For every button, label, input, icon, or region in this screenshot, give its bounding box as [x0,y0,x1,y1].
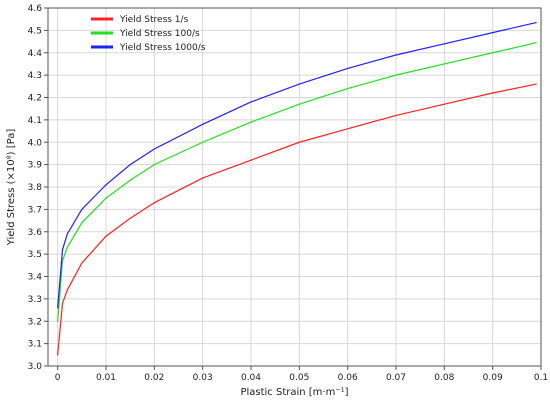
data-point [250,159,252,161]
y-tick-label: 3.1 [28,340,42,350]
x-axis-label: Plastic Strain [m·m⁻¹] [240,387,348,398]
data-point [492,52,494,54]
y-tick-label: 3.6 [28,228,43,238]
data-point [129,164,131,166]
y-tick-label: 4.3 [28,71,42,81]
x-tick-label: 0.1 [534,373,548,383]
data-point [492,92,494,94]
data-point [298,103,300,105]
y-tick-label: 3.4 [28,273,43,283]
x-tick-label: 0.08 [434,373,454,383]
legend-label: Yield Stress 1/s [119,15,189,25]
data-point [66,289,68,291]
data-point [535,83,537,85]
y-tick-label: 3.8 [28,183,43,193]
data-point [57,320,59,322]
y-tick-label: 4.2 [28,94,42,104]
x-tick-label: 0.04 [241,373,261,383]
data-point [105,184,107,186]
x-tick-label: 0.07 [386,373,406,383]
data-point [535,21,537,24]
x-tick-label: 0.09 [483,373,503,383]
data-point [395,54,397,56]
data-point [129,179,131,181]
data-point [61,260,64,262]
x-tick-label: 0 [55,373,61,383]
data-point [443,63,445,65]
data-point [61,249,64,251]
data-point [81,262,83,264]
x-tick-label: 0.06 [338,373,358,383]
data-point [347,67,349,70]
legend: Yield Stress 1/s Yield Stress 100/s Yield … [91,15,206,53]
data-point [153,164,155,166]
y-tick-label: 4.5 [28,26,42,36]
data-point [395,114,397,116]
data-point [105,197,107,199]
data-point [443,43,445,45]
data-point [153,202,155,204]
x-axis-ticks: 0 0.01 0.02 0.03 0.04 0.05 0.06 0.07 0.08 0.09 0.1 [55,366,548,383]
y-tick-label: 3.9 [28,161,43,171]
y-axis-label: Yield Stress (×10⁸) [Pa] [6,129,17,247]
data-point [202,177,204,179]
data-point [81,208,83,210]
data-point [105,235,107,237]
data-point [61,302,64,304]
data-point [298,141,300,143]
data-point [298,83,300,85]
data-point [492,32,494,34]
data-point [153,148,155,150]
x-tick-label: 0.01 [96,373,116,383]
series-lines [57,21,537,356]
x-tick-label: 0.05 [289,373,309,383]
data-point [66,233,68,235]
y-tick-label: 3.0 [28,362,43,372]
data-point [202,123,204,125]
y-tick-label: 4.0 [28,138,43,148]
data-point [250,121,252,123]
data-point [202,141,204,143]
y-tick-label: 3.3 [28,295,42,305]
data-point [57,307,59,309]
data-point [395,74,397,76]
y-tick-label: 3.7 [28,205,42,215]
legend-label: Yield Stress 100/s [119,29,200,39]
y-tick-label: 3.5 [28,250,42,260]
y-tick-label: 4.6 [28,4,43,14]
data-point [443,103,445,105]
y-axis-ticks: 3.0 3.1 3.2 3.3 3.4 3.5 3.6 3.7 3.8 3.9 4.0 4.1 4.2 4… [28,4,48,372]
data-point [347,128,349,130]
x-tick-label: 0.02 [144,373,164,383]
y-tick-label: 4.1 [28,116,42,126]
x-tick-label: 0.03 [193,373,213,383]
data-point [129,217,131,219]
data-point [57,354,59,356]
data-point [81,222,83,224]
data-point [250,101,252,103]
legend-label: Yield Stress 1000/s [119,43,206,53]
data-point [66,246,68,249]
y-tick-label: 4.4 [28,49,43,59]
y-tick-label: 3.2 [28,317,42,327]
data-point [347,87,349,90]
data-point [535,42,537,44]
